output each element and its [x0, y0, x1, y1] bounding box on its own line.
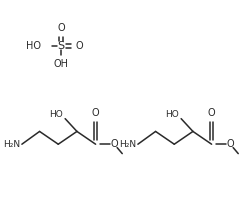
- Text: S: S: [58, 41, 65, 51]
- Text: O: O: [208, 108, 215, 118]
- Text: OH: OH: [54, 59, 69, 69]
- Text: HO: HO: [25, 41, 41, 51]
- Text: O: O: [110, 139, 118, 149]
- Text: O: O: [226, 139, 234, 149]
- Text: O: O: [92, 108, 100, 118]
- Text: HO: HO: [49, 110, 63, 119]
- Text: H₂N: H₂N: [119, 140, 136, 149]
- Text: O: O: [75, 41, 83, 51]
- Text: H₂N: H₂N: [3, 140, 20, 149]
- Text: HO: HO: [165, 110, 179, 119]
- Text: O: O: [57, 23, 65, 33]
